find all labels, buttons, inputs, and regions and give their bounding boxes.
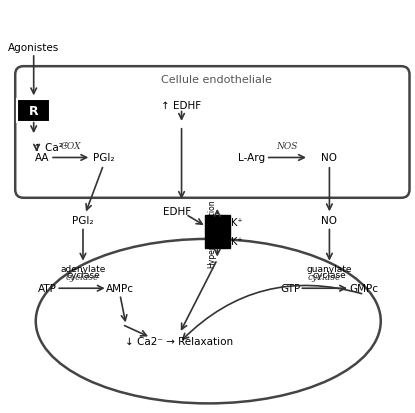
Text: cyclase: cyclase: [312, 271, 346, 280]
Text: ATP: ATP: [38, 284, 57, 294]
Text: PGI₂: PGI₂: [72, 216, 94, 226]
Text: NO: NO: [321, 216, 337, 226]
FancyBboxPatch shape: [17, 100, 50, 122]
Text: Agonistes: Agonistes: [8, 43, 59, 53]
FancyBboxPatch shape: [205, 216, 229, 248]
Text: GTP: GTP: [280, 284, 300, 294]
Text: cyclase: cyclase: [308, 272, 342, 281]
Text: ↑ EDHF: ↑ EDHF: [161, 101, 202, 111]
Text: Cellule endotheliale: Cellule endotheliale: [161, 74, 272, 84]
Text: AMPc: AMPc: [106, 284, 134, 294]
Text: cyclase: cyclase: [66, 271, 100, 280]
Text: K⁺: K⁺: [231, 217, 242, 227]
Text: PGI₂: PGI₂: [93, 153, 114, 163]
Text: K⁺: K⁺: [231, 236, 242, 247]
Text: L-Arg: L-Arg: [238, 153, 265, 163]
Text: NOS: NOS: [277, 142, 298, 151]
Text: COX: COX: [61, 142, 81, 151]
Text: guanylate: guanylate: [307, 264, 352, 273]
Text: ↓ Ca2⁻ → Relaxation: ↓ Ca2⁻ → Relaxation: [125, 336, 234, 346]
Text: AA: AA: [35, 153, 49, 163]
Text: adenylate: adenylate: [60, 264, 106, 273]
Text: R: R: [29, 104, 39, 118]
Text: Hyperpolarisation: Hyperpolarisation: [207, 199, 216, 267]
Text: GMPc: GMPc: [350, 284, 379, 294]
Text: NO: NO: [321, 153, 337, 163]
Text: EDHF: EDHF: [164, 206, 191, 216]
Text: ↑ Ca²⁺: ↑ Ca²⁺: [33, 143, 68, 153]
Text: cyclase: cyclase: [65, 272, 99, 281]
